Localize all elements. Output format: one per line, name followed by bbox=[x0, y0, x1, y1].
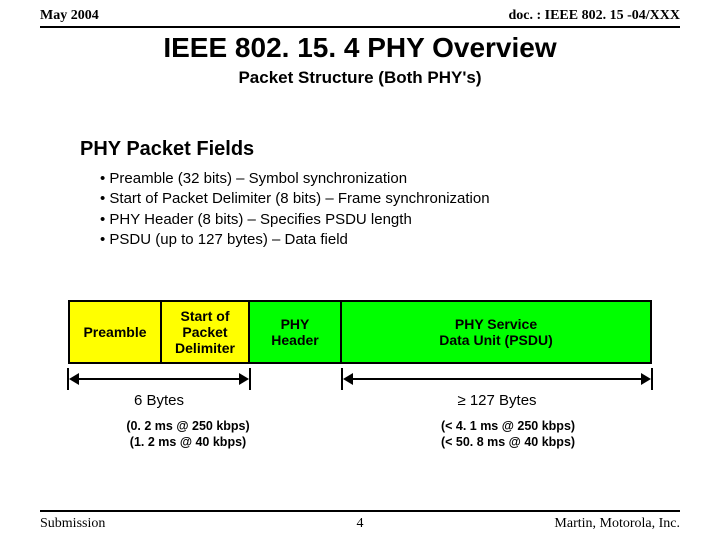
timing-line: (< 4. 1 ms @ 250 kbps) bbox=[398, 418, 618, 434]
footer-right: Martin, Motorola, Inc. bbox=[554, 516, 680, 532]
timing-row: (0. 2 ms @ 250 kbps) (1. 2 ms @ 40 kbps)… bbox=[68, 418, 652, 458]
list-item: Preamble (32 bits) – Symbol synchronizat… bbox=[100, 169, 720, 189]
timing-line: (0. 2 ms @ 250 kbps) bbox=[88, 418, 288, 434]
list-item: PHY Header (8 bits) – Specifies PSDU len… bbox=[100, 210, 720, 230]
arrow-line bbox=[346, 378, 648, 380]
footer-rule bbox=[40, 510, 680, 512]
timing-line: (1. 2 ms @ 40 kbps) bbox=[88, 434, 288, 450]
arrow-label: ≥ 127 Bytes bbox=[342, 392, 652, 409]
section-heading: PHY Packet Fields bbox=[80, 138, 720, 161]
footer-page-number: 4 bbox=[357, 516, 364, 532]
timing-block: (0. 2 ms @ 250 kbps) (1. 2 ms @ 40 kbps) bbox=[88, 418, 288, 451]
packet-cell-sopd: Start ofPacketDelimiter bbox=[162, 300, 250, 364]
page-title: IEEE 802. 15. 4 PHY Overview bbox=[0, 32, 720, 64]
arrow-head-right-icon bbox=[239, 373, 249, 385]
header-rule bbox=[40, 26, 680, 28]
footer-row: Submission 4 Martin, Motorola, Inc. bbox=[40, 516, 680, 532]
bullet-list: Preamble (32 bits) – Symbol synchronizat… bbox=[100, 169, 720, 250]
packet-cell-preamble: Preamble bbox=[68, 300, 162, 364]
footer-left: Submission bbox=[40, 516, 105, 532]
list-item: Start of Packet Delimiter (8 bits) – Fra… bbox=[100, 189, 720, 209]
arrow-tick bbox=[249, 368, 251, 390]
packet-cell-phy-header: PHYHeader bbox=[250, 300, 342, 364]
header-left: May 2004 bbox=[40, 8, 99, 24]
arrow-row: 6 Bytes ≥ 127 Bytes bbox=[68, 366, 652, 394]
timing-line: (< 50. 8 ms @ 40 kbps) bbox=[398, 434, 618, 450]
list-item: PSDU (up to 127 bytes) – Data field bbox=[100, 230, 720, 250]
arrow-head-right-icon bbox=[641, 373, 651, 385]
arrow-line bbox=[72, 378, 246, 380]
packet-diagram: Preamble Start ofPacketDelimiter PHYHead… bbox=[68, 300, 652, 458]
arrow-label: 6 Bytes bbox=[68, 392, 250, 409]
packet-row: Preamble Start ofPacketDelimiter PHYHead… bbox=[68, 300, 652, 364]
timing-block: (< 4. 1 ms @ 250 kbps) (< 50. 8 ms @ 40 … bbox=[398, 418, 618, 451]
header-right: doc. : IEEE 802. 15 -04/XXX bbox=[508, 8, 680, 24]
arrow-tick bbox=[651, 368, 653, 390]
packet-cell-psdu: PHY ServiceData Unit (PSDU) bbox=[342, 300, 652, 364]
page-subtitle: Packet Structure (Both PHY's) bbox=[0, 68, 720, 88]
